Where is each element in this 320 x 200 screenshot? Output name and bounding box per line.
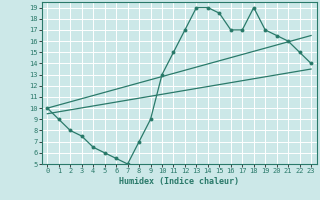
X-axis label: Humidex (Indice chaleur): Humidex (Indice chaleur) bbox=[119, 177, 239, 186]
